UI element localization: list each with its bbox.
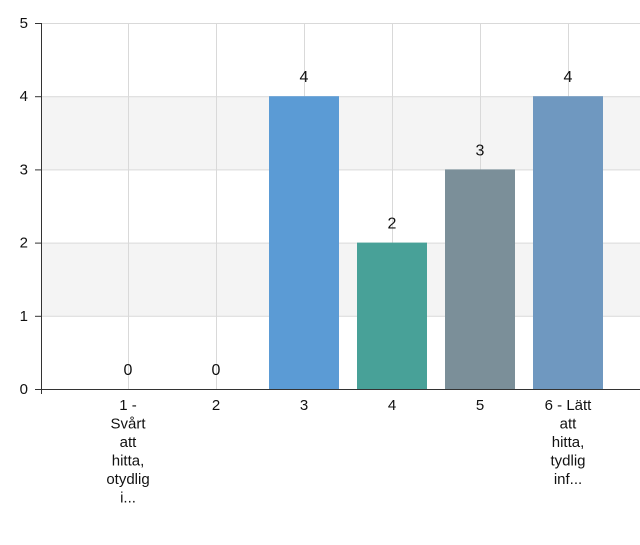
y-tick-label-5: 5 <box>20 15 28 32</box>
bar-6 <box>533 96 603 389</box>
x-tick-label-6: 6 - Lätt att hitta, tydlig inf... <box>545 397 593 488</box>
x-tick-line: att <box>120 434 138 451</box>
y-tick-label-0: 0 <box>20 381 28 398</box>
y-tick-label-1: 1 <box>20 308 28 325</box>
x-tick-line: 5 <box>476 397 484 414</box>
y-tick-label-3: 3 <box>20 161 28 178</box>
data-label-2: 0 <box>212 362 221 379</box>
axes <box>36 23 640 394</box>
data-label-3: 4 <box>300 69 309 86</box>
x-tick-line: att <box>560 416 578 433</box>
x-tick-line: 3 <box>300 397 308 414</box>
x-tick-line: 6 - Lätt <box>545 397 593 414</box>
x-tick-label-5: 5 <box>476 397 484 414</box>
x-tick-line: Svårt <box>110 416 146 433</box>
data-label-1: 0 <box>124 362 133 379</box>
x-tick-label-1: 1 - Svårt att hitta, otydlig i... <box>106 397 149 507</box>
bar-5 <box>445 169 515 389</box>
y-tick-label-4: 4 <box>20 88 28 105</box>
x-tick-line: otydlig <box>106 471 149 488</box>
x-tick-line: hitta, <box>112 453 145 470</box>
x-tick-line: hitta, <box>552 434 585 451</box>
x-tick-line: i... <box>120 490 136 507</box>
x-tick-line: tydlig <box>550 453 585 470</box>
y-tick-label-2: 2 <box>20 235 28 252</box>
x-tick-line: 4 <box>388 397 396 414</box>
data-label-6: 4 <box>564 69 573 86</box>
x-tick-line: 1 - <box>119 397 137 414</box>
x-tick-line: inf... <box>554 471 582 488</box>
x-tick-label-3: 3 <box>300 397 308 414</box>
data-labels: 0 0 4 2 3 4 <box>124 69 573 379</box>
bars <box>269 96 603 389</box>
bar-3 <box>269 96 339 389</box>
data-label-4: 2 <box>388 216 397 233</box>
y-axis-ticks: 0 1 2 3 4 5 <box>20 15 41 398</box>
x-tick-line: 2 <box>212 397 220 414</box>
data-label-5: 3 <box>476 142 485 159</box>
x-tick-label-2: 2 <box>212 397 220 414</box>
bar-4 <box>357 242 427 389</box>
x-tick-label-4: 4 <box>388 397 396 414</box>
x-axis-ticks: 1 -Svårt att hitta, otydlig i...2 3 4 5 6 - Lätt… <box>106 397 592 507</box>
